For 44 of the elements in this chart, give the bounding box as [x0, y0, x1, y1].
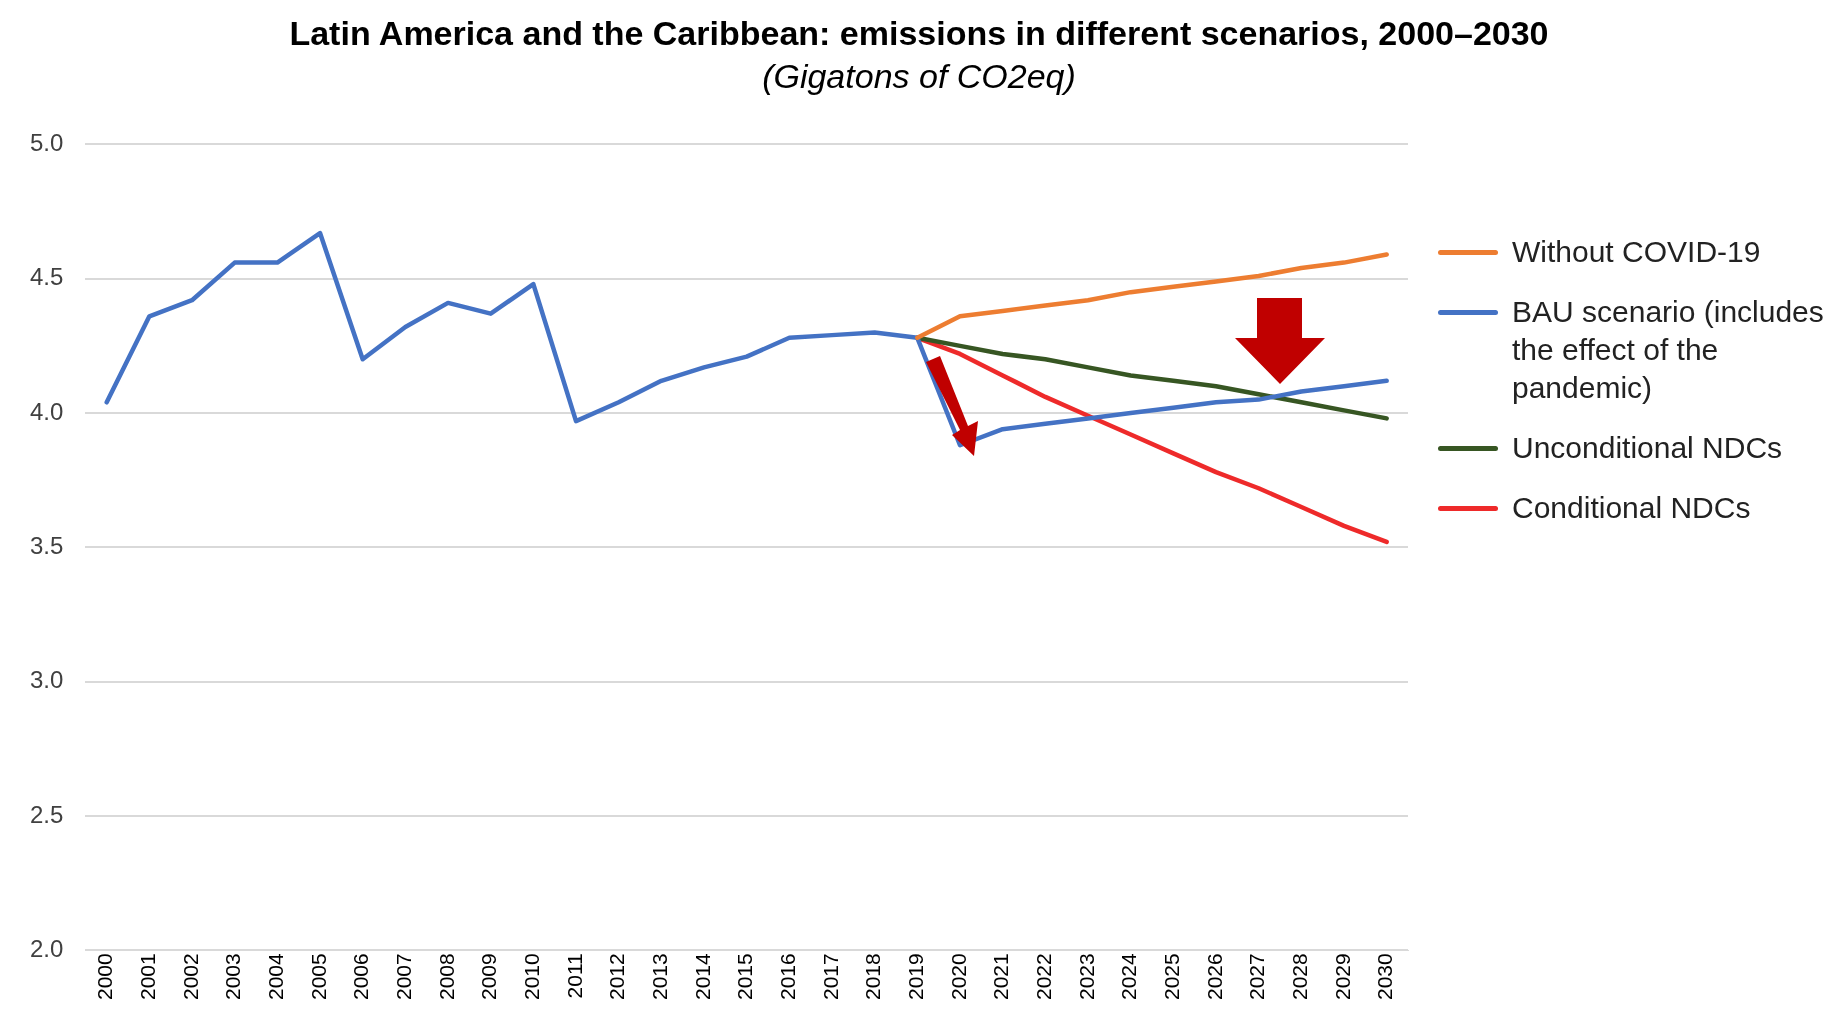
x-tick-label: 2030	[1373, 953, 1397, 1000]
x-tick-label: 2011	[562, 953, 586, 999]
x-tick-label: 2013	[648, 953, 672, 1000]
x-tick-label: 2012	[605, 953, 629, 1000]
x-tick-label: 2005	[306, 953, 330, 1000]
x-tick-label: 2001	[136, 953, 160, 1000]
x-tick-label: 2027	[1245, 953, 1269, 1000]
x-tick-label: 2020	[946, 953, 970, 1000]
x-tick-label: 2026	[1202, 953, 1226, 1000]
x-tick-label: 2016	[776, 953, 800, 1000]
x-tick-label: 2006	[349, 953, 373, 1000]
x-tick-label: 2014	[690, 952, 714, 1000]
legend-label: Conditional NDCs	[1512, 490, 1751, 526]
x-tick-label: 2021	[989, 953, 1013, 1000]
x-tick-label: 2024	[1117, 952, 1141, 1000]
chart-subtitle: (Gigatons of CO2eq)	[761, 57, 1077, 96]
x-tick-label: 2018	[861, 953, 885, 1000]
x-tick-label: 2025	[1160, 953, 1184, 1000]
x-tick-label: 2019	[904, 953, 928, 1000]
x-tick-label: 2023	[1074, 953, 1098, 1000]
y-tick-label: 3.0	[29, 666, 64, 694]
x-tick-label: 2029	[1330, 953, 1354, 1000]
legend-label: BAU scenario (includes the effect of the pandemic)	[1512, 294, 1825, 406]
x-tick-label: 2028	[1288, 953, 1312, 1000]
x-tick-label: 2010	[520, 953, 544, 1000]
y-tick-label: 4.5	[29, 263, 64, 291]
legend-label: Without COVID-19	[1512, 234, 1761, 270]
x-tick-label: 2000	[93, 953, 117, 1000]
chart-title: Latin America and the Caribbean: emissions in different scenarios, 2000–2030	[288, 14, 1550, 53]
x-tick-label: 2007	[392, 953, 416, 1000]
y-tick-label: 2.5	[29, 800, 64, 828]
y-tick-label: 3.5	[29, 531, 64, 559]
x-tick-label: 2015	[733, 953, 757, 1000]
y-tick-label: 2.0	[29, 934, 64, 962]
x-tick-label: 2017	[818, 953, 842, 1000]
y-tick-label: 4.0	[29, 397, 64, 425]
x-tick-label: 2009	[477, 953, 501, 1000]
x-tick-label: 2002	[178, 953, 202, 1000]
x-tick-label: 2003	[221, 953, 245, 1000]
y-tick-label: 5.0	[29, 129, 64, 157]
x-tick-label: 2022	[1032, 953, 1056, 1000]
legend-label: Unconditional NDCs	[1512, 430, 1783, 466]
x-tick-label: 2008	[434, 953, 458, 1000]
x-tick-label: 2004	[264, 952, 288, 1000]
